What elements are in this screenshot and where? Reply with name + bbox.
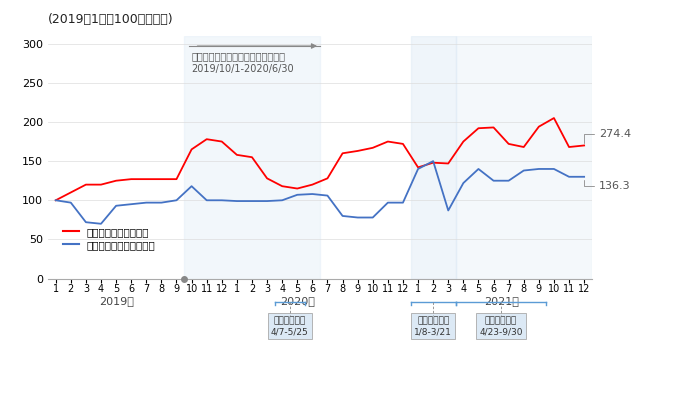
- Text: キャッシュレス・ポイント還元事業
2019/10/1-2020/6/30: キャッシュレス・ポイント還元事業 2019/10/1-2020/6/30: [191, 51, 294, 74]
- Legend: 電子マネーにチャージ, クレジットカードの引落: 電子マネーにチャージ, クレジットカードの引落: [58, 222, 160, 254]
- Text: 緊急事態宣言
4/7-5/25: 緊急事態宣言 4/7-5/25: [271, 316, 309, 336]
- Text: (2019年1月＝100、原指数): (2019年1月＝100、原指数): [48, 13, 174, 26]
- Text: 2019年: 2019年: [98, 296, 133, 306]
- Text: 2020年: 2020年: [280, 296, 314, 306]
- Text: 274.4: 274.4: [584, 129, 632, 143]
- Bar: [456, 36, 592, 279]
- Text: 2021年: 2021年: [484, 296, 519, 306]
- Text: 緊急事態宣言
4/23-9/30: 緊急事態宣言 4/23-9/30: [480, 316, 523, 336]
- Text: 136.3: 136.3: [584, 179, 631, 191]
- Bar: [184, 36, 320, 279]
- Bar: [411, 36, 455, 279]
- Text: 緊急事態宣言
1/8-3/21: 緊急事態宣言 1/8-3/21: [414, 316, 452, 336]
